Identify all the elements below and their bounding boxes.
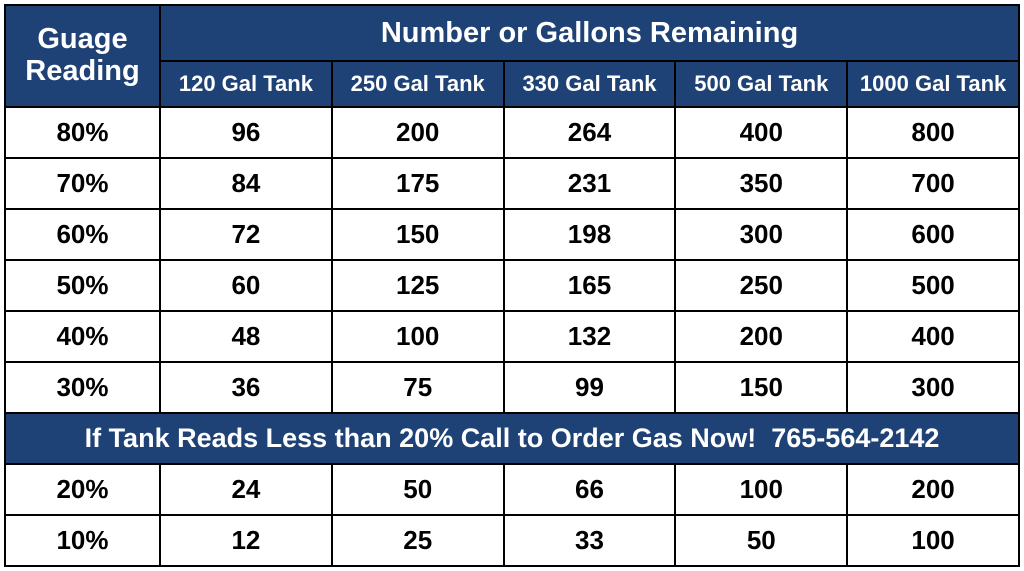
gauge-value: 50% — [5, 260, 160, 311]
cell-value: 250 — [675, 260, 847, 311]
cell-value: 500 — [847, 260, 1019, 311]
cell-value: 60 — [160, 260, 332, 311]
call-to-order-banner: If Tank Reads Less than 20% Call to Orde… — [5, 413, 1019, 464]
cell-value: 175 — [332, 158, 504, 209]
cell-value: 165 — [504, 260, 676, 311]
gauge-reading-header: Guage Reading — [5, 5, 160, 107]
tank-col-500: 500 Gal Tank — [675, 61, 847, 106]
cell-value: 100 — [847, 515, 1019, 566]
gauge-value: 10% — [5, 515, 160, 566]
gauge-header-line1: Guage — [37, 23, 127, 55]
cell-value: 99 — [504, 362, 676, 413]
cell-value: 700 — [847, 158, 1019, 209]
cell-value: 100 — [675, 464, 847, 515]
table-row: 50% 60 125 165 250 500 — [5, 260, 1019, 311]
gauge-value: 80% — [5, 107, 160, 158]
cell-value: 66 — [504, 464, 676, 515]
cell-value: 75 — [332, 362, 504, 413]
cell-value: 200 — [332, 107, 504, 158]
cell-value: 350 — [675, 158, 847, 209]
cell-value: 600 — [847, 209, 1019, 260]
cell-value: 231 — [504, 158, 676, 209]
cell-value: 132 — [504, 311, 676, 362]
table-row: 10% 12 25 33 50 100 — [5, 515, 1019, 566]
cell-value: 72 — [160, 209, 332, 260]
cell-value: 24 — [160, 464, 332, 515]
tank-col-120: 120 Gal Tank — [160, 61, 332, 106]
cell-value: 400 — [675, 107, 847, 158]
cell-value: 84 — [160, 158, 332, 209]
cell-value: 150 — [332, 209, 504, 260]
cell-value: 96 — [160, 107, 332, 158]
cell-value: 50 — [332, 464, 504, 515]
gauge-value: 60% — [5, 209, 160, 260]
cell-value: 150 — [675, 362, 847, 413]
tank-col-1000: 1000 Gal Tank — [847, 61, 1019, 106]
gauge-header-line2: Reading — [25, 55, 139, 87]
gauge-value: 70% — [5, 158, 160, 209]
cell-value: 125 — [332, 260, 504, 311]
tank-col-250: 250 Gal Tank — [332, 61, 504, 106]
cell-value: 36 — [160, 362, 332, 413]
cell-value: 100 — [332, 311, 504, 362]
cell-value: 264 — [504, 107, 676, 158]
gallons-remaining-table: Guage Reading Number or Gallons Remainin… — [4, 4, 1020, 567]
table-row: 80% 96 200 264 400 800 — [5, 107, 1019, 158]
cell-value: 400 — [847, 311, 1019, 362]
cell-value: 300 — [847, 362, 1019, 413]
gauge-value: 30% — [5, 362, 160, 413]
call-to-order-banner-row: If Tank Reads Less than 20% Call to Orde… — [5, 413, 1019, 464]
cell-value: 300 — [675, 209, 847, 260]
gauge-value: 40% — [5, 311, 160, 362]
gauge-value: 20% — [5, 464, 160, 515]
cell-value: 50 — [675, 515, 847, 566]
table-row: 70% 84 175 231 350 700 — [5, 158, 1019, 209]
cell-value: 25 — [332, 515, 504, 566]
table-row: 20% 24 50 66 100 200 — [5, 464, 1019, 515]
cell-value: 198 — [504, 209, 676, 260]
header-row-1: Guage Reading Number or Gallons Remainin… — [5, 5, 1019, 61]
tank-col-330: 330 Gal Tank — [504, 61, 676, 106]
cell-value: 800 — [847, 107, 1019, 158]
cell-value: 48 — [160, 311, 332, 362]
cell-value: 12 — [160, 515, 332, 566]
cell-value: 33 — [504, 515, 676, 566]
table-row: 40% 48 100 132 200 400 — [5, 311, 1019, 362]
cell-value: 200 — [675, 311, 847, 362]
gallons-remaining-header: Number or Gallons Remaining — [160, 5, 1019, 61]
cell-value: 200 — [847, 464, 1019, 515]
table-row: 60% 72 150 198 300 600 — [5, 209, 1019, 260]
table-row: 30% 36 75 99 150 300 — [5, 362, 1019, 413]
